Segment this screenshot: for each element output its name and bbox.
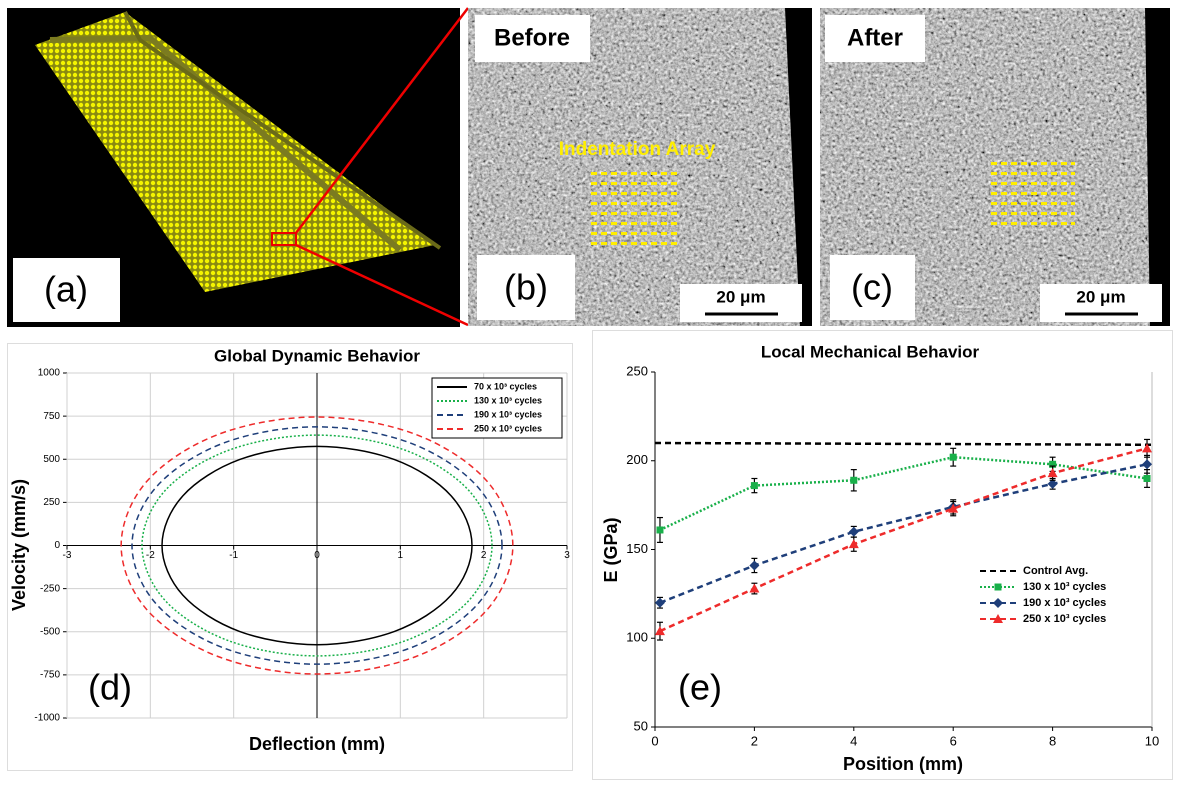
- y-tick-label: 250: [626, 363, 648, 378]
- chart-title: Global Dynamic Behavior: [214, 346, 420, 365]
- legend-label: 130 x 10³ cycles: [1023, 581, 1106, 593]
- indent-array: [590, 170, 678, 246]
- x-tick-label: 8: [1049, 733, 1056, 748]
- panel-label: (c): [851, 267, 893, 308]
- caption: Before: [494, 24, 570, 51]
- legend-label: 190 x 10³ cycles: [474, 409, 542, 419]
- x-tick-label: -3: [63, 550, 72, 561]
- annotation: Indentation Array: [559, 139, 716, 160]
- y-tick-label: -1000: [34, 713, 60, 724]
- panel-label: (d): [88, 667, 132, 708]
- y-tick-label: -250: [40, 583, 60, 594]
- y-axis-label: Velocity (mm/s): [9, 479, 29, 611]
- legend-label: 130 x 10³ cycles: [474, 395, 542, 405]
- x-tick-label: -1: [229, 550, 238, 561]
- figure: (a) Before Indentation Array (b) 20 μm A…: [0, 0, 1179, 780]
- x-tick-label: 6: [950, 733, 957, 748]
- marker: [950, 454, 957, 461]
- chart-frame: [593, 331, 1173, 780]
- y-tick-label: 50: [634, 718, 648, 733]
- x-tick-label: 2: [481, 550, 487, 561]
- y-tick-label: 500: [43, 454, 60, 465]
- y-tick-label: 250: [43, 497, 60, 508]
- y-tick-label: 0: [54, 540, 60, 551]
- marker: [1144, 475, 1151, 482]
- indent-array: [990, 155, 1075, 231]
- x-tick-label: 4: [850, 733, 857, 748]
- x-axis-label: Deflection (mm): [249, 734, 385, 754]
- marker: [850, 477, 857, 484]
- x-tick-label: 3: [564, 550, 570, 561]
- y-axis-label: E (GPa): [601, 517, 621, 582]
- chart-title: Local Mechanical Behavior: [761, 342, 980, 361]
- x-tick-label: 1: [398, 550, 404, 561]
- marker: [995, 584, 1002, 591]
- panel-label: (a): [44, 269, 88, 310]
- y-tick-label: 100: [626, 630, 648, 645]
- y-tick-label: -750: [40, 670, 60, 681]
- caption: After: [847, 24, 903, 51]
- marker: [656, 526, 663, 533]
- x-tick-label: 2: [751, 733, 758, 748]
- y-tick-label: 750: [43, 411, 60, 422]
- panel-label: (e): [678, 667, 722, 708]
- y-tick-label: 150: [626, 541, 648, 556]
- x-tick-label: -2: [146, 550, 155, 561]
- x-tick-label: 10: [1145, 733, 1159, 748]
- legend-label: Control Avg.: [1023, 565, 1088, 577]
- marker: [751, 482, 758, 489]
- y-tick-label: 200: [626, 452, 648, 467]
- legend-label: 250 x 10³ cycles: [1023, 613, 1106, 625]
- x-axis-label: Position (mm): [843, 754, 963, 774]
- page: {"panels":{"a":{"label":"(a)"},"b":{"lab…: [0, 0, 1179, 785]
- legend-label: 190 x 10³ cycles: [1023, 597, 1106, 609]
- y-tick-label: 1000: [38, 368, 61, 379]
- y-tick-label: -500: [40, 626, 60, 637]
- scale-bar-label: 20 μm: [716, 287, 765, 306]
- panel-label: (b): [504, 267, 548, 308]
- legend-label: 70 x 10³ cycles: [474, 381, 537, 391]
- x-tick-label: 0: [651, 733, 658, 748]
- scale-bar-label: 20 μm: [1076, 287, 1125, 306]
- legend-label: 250 x 10³ cycles: [474, 423, 542, 433]
